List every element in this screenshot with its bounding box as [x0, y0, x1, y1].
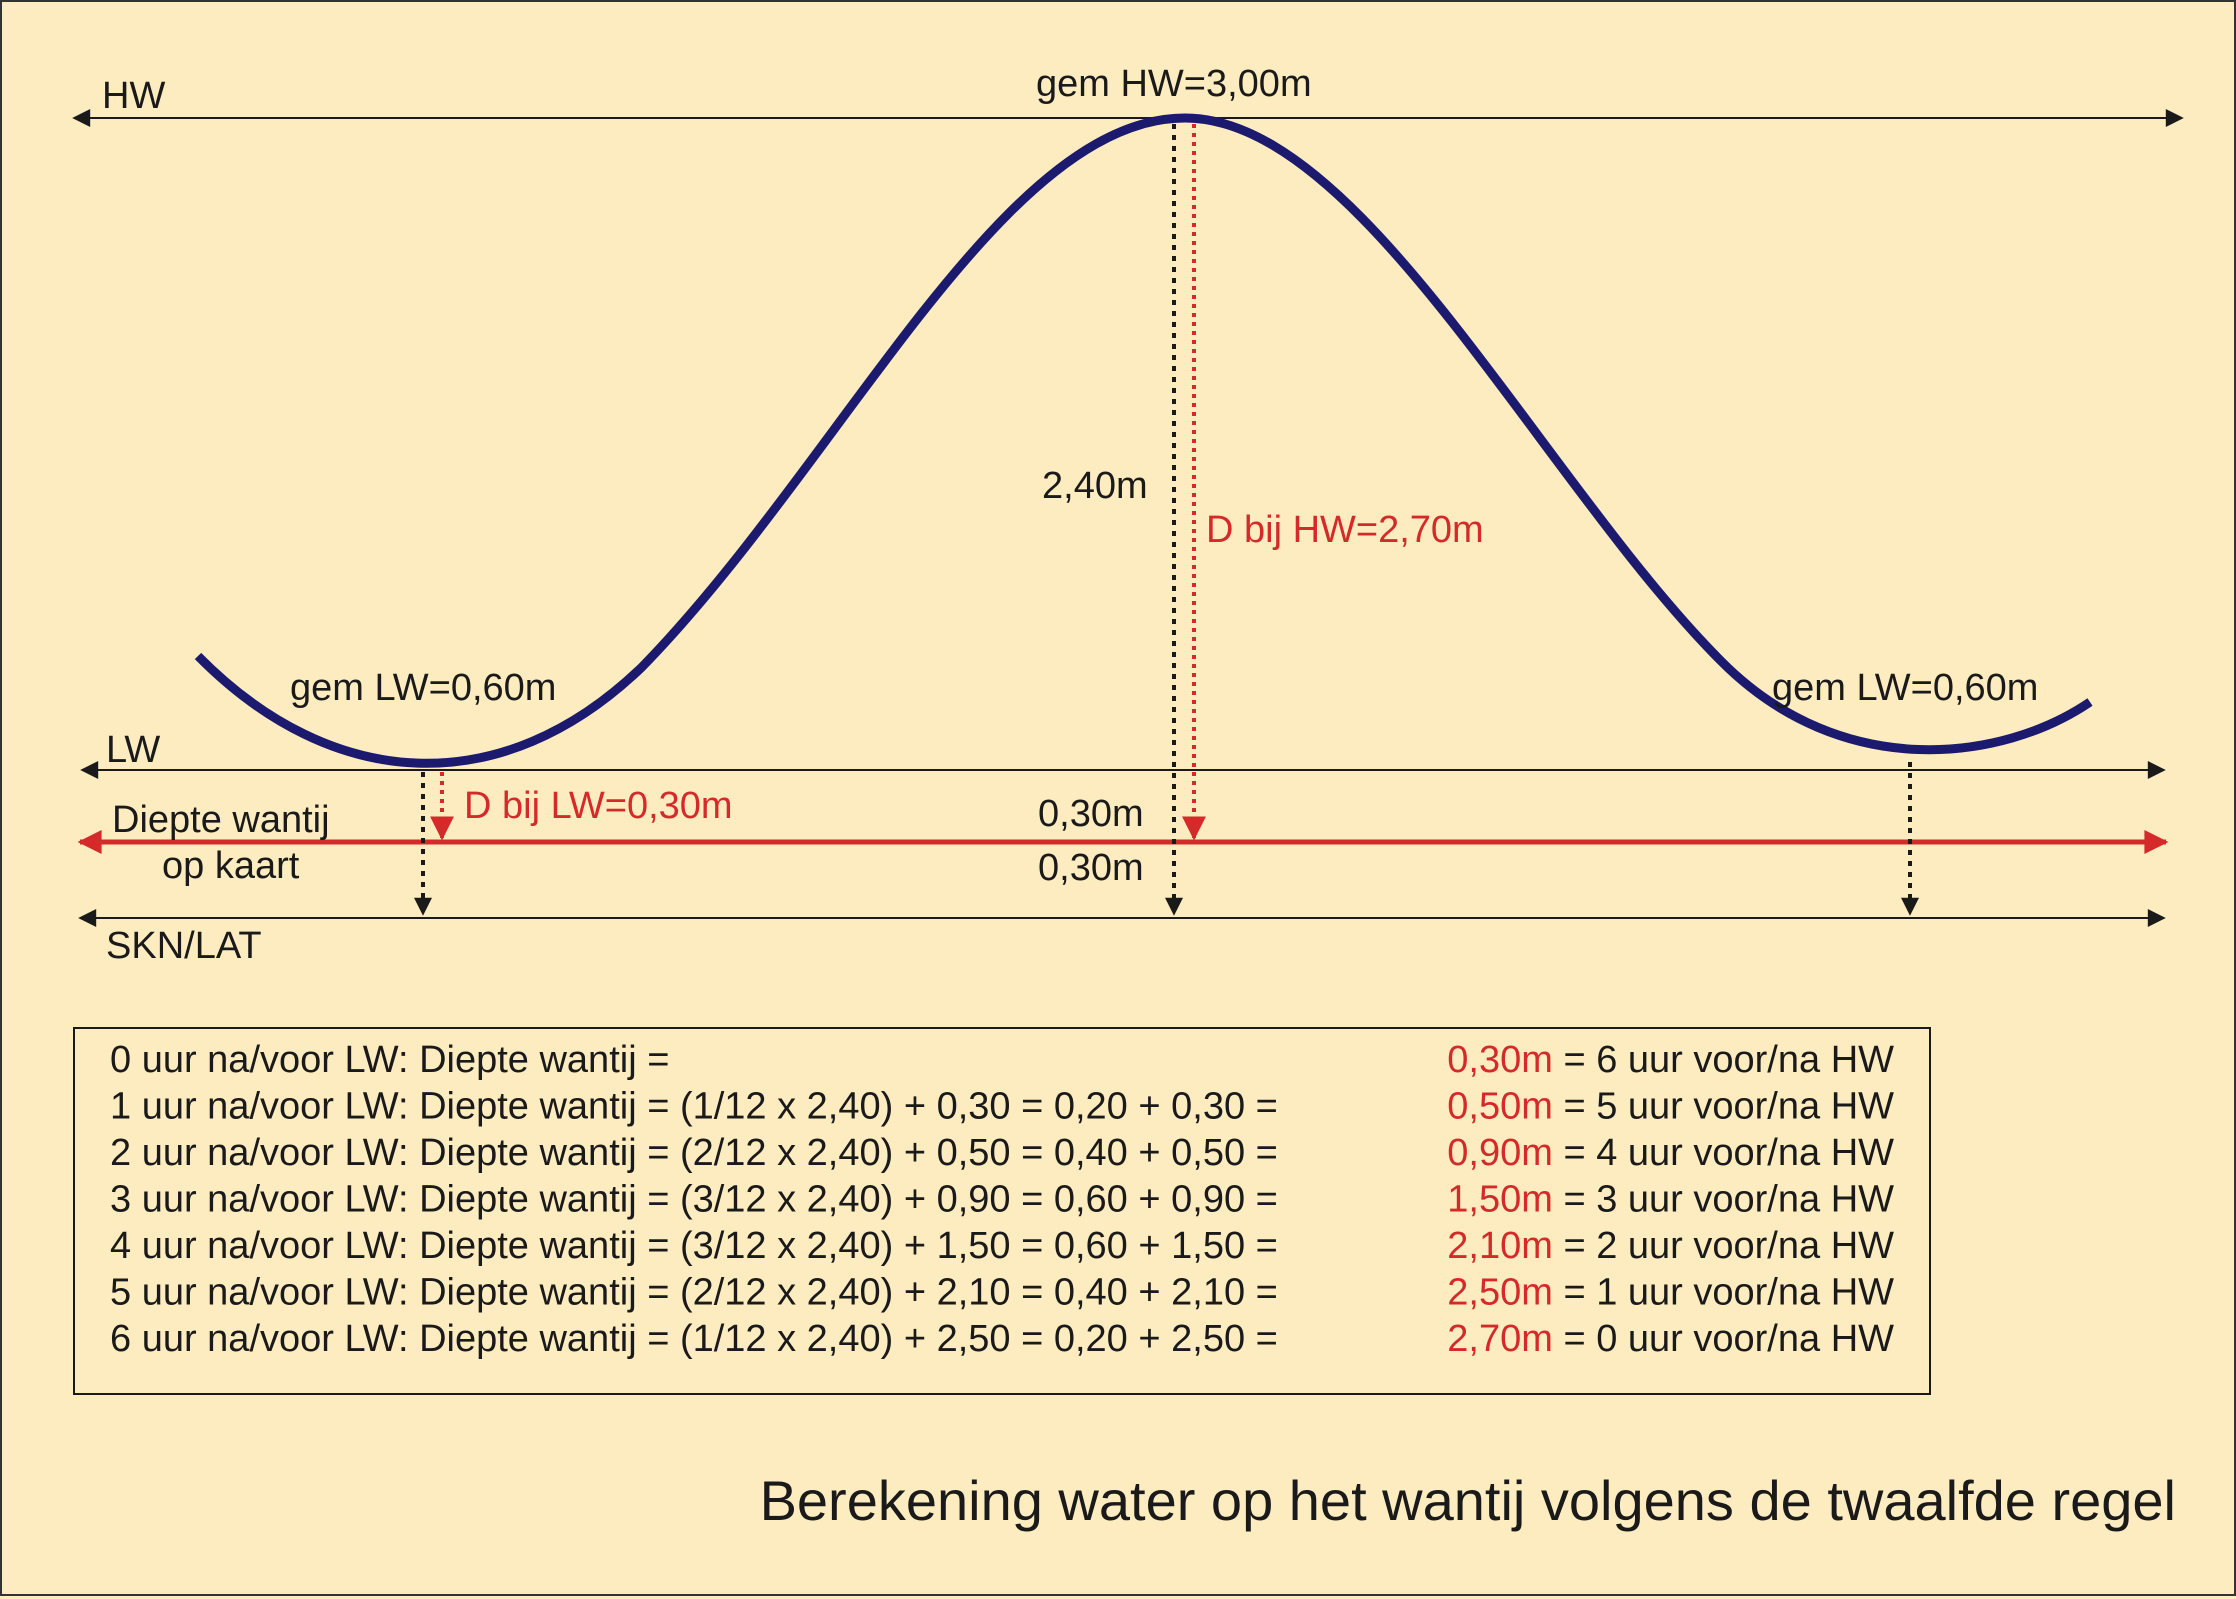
- table-row-result: 2,10m = 2 uur voor/na HW: [1447, 1225, 1894, 1267]
- table-row-left: 5 uur na/voor LW: Diepte wantij = (2/12 …: [110, 1272, 1278, 1314]
- table-row-left: 1 uur na/voor LW: Diepte wantij = (1/12 …: [110, 1086, 1278, 1128]
- table-row-right: = 4 uur voor/na HW: [1553, 1132, 1894, 1174]
- table-row-value: 0,30m: [1447, 1039, 1553, 1081]
- table-row-value: 1,50m: [1447, 1179, 1553, 1221]
- table-row-left: 6 uur na/voor LW: Diepte wantij = (1/12 …: [110, 1318, 1278, 1360]
- range-label: 2,40m: [1042, 465, 1148, 507]
- table-row-right: = 6 uur voor/na HW: [1553, 1039, 1894, 1081]
- table-row-right: = 1 uur voor/na HW: [1553, 1272, 1894, 1314]
- table-row-value: 0,50m: [1447, 1086, 1553, 1128]
- table-row-result: 0,50m = 5 uur voor/na HW: [1447, 1086, 1894, 1128]
- tide-curve: [194, 113, 2093, 768]
- table-row-value: 2,10m: [1447, 1225, 1553, 1267]
- skn-lat-label: SKN/LAT: [106, 925, 262, 967]
- table-row-value: 0,90m: [1447, 1132, 1553, 1174]
- diagram-title: Berekening water op het wantij volgens d…: [760, 1469, 2176, 1532]
- table-row-right: = 0 uur voor/na HW: [1553, 1318, 1894, 1360]
- op-kaart-label: op kaart: [162, 845, 300, 887]
- table-row-value: 2,50m: [1447, 1272, 1553, 1314]
- gem-lw-right-label: gem LW=0,60m: [1772, 667, 2038, 709]
- d-bij-lw-label: D bij LW=0,30m: [464, 785, 733, 827]
- table-row-result: 2,70m = 0 uur voor/na HW: [1447, 1318, 1894, 1360]
- d-bij-hw-label: D bij HW=2,70m: [1206, 509, 1484, 551]
- gem-hw-label: gem HW=3,00m: [1036, 63, 1312, 105]
- table-row-result: 1,50m = 3 uur voor/na HW: [1447, 1179, 1894, 1221]
- table-row-left: 2 uur na/voor LW: Diepte wantij = (2/12 …: [110, 1132, 1278, 1174]
- table-row-left: 3 uur na/voor LW: Diepte wantij = (3/12 …: [110, 1179, 1278, 1221]
- depth-lower-label: 0,30m: [1038, 847, 1144, 889]
- table-row-value: 2,70m: [1447, 1318, 1553, 1360]
- depth-upper-label: 0,30m: [1038, 793, 1144, 835]
- lw-label: LW: [106, 729, 160, 771]
- diepte-wantij-label: Diepte wantij: [112, 799, 330, 841]
- table-row-result: 0,30m = 6 uur voor/na HW: [1447, 1039, 1894, 1081]
- table-row-result: 2,50m = 1 uur voor/na HW: [1447, 1272, 1894, 1314]
- table-row-result: 0,90m = 4 uur voor/na HW: [1447, 1132, 1894, 1174]
- gem-lw-left-label: gem LW=0,60m: [290, 667, 556, 709]
- table-row-left: 4 uur na/voor LW: Diepte wantij = (3/12 …: [110, 1225, 1278, 1267]
- table-row-left: 0 uur na/voor LW: Diepte wantij =: [110, 1039, 669, 1081]
- table-row-right: = 3 uur voor/na HW: [1553, 1179, 1894, 1221]
- calculation-table-frame: [73, 1027, 1931, 1395]
- table-row-right: = 5 uur voor/na HW: [1553, 1086, 1894, 1128]
- table-row-right: = 2 uur voor/na HW: [1553, 1225, 1894, 1267]
- calculation-table: 0 uur na/voor LW: Diepte wantij = 0,30m =…: [110, 1039, 1894, 1360]
- hw-label: HW: [102, 75, 165, 117]
